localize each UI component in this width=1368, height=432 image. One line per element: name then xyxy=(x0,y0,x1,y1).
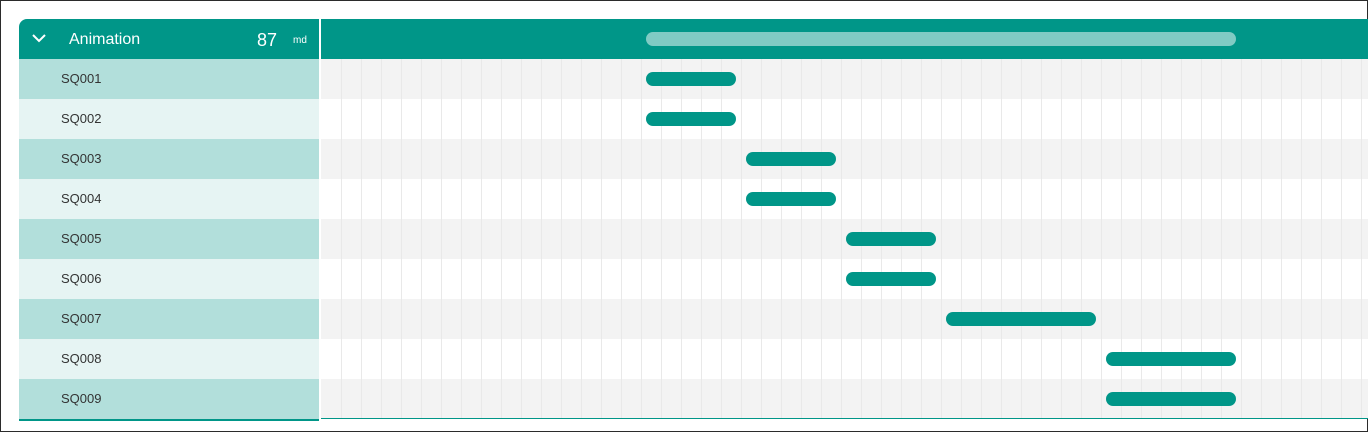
task-row-sq009[interactable]: SQ009 xyxy=(19,379,319,419)
timeline-row xyxy=(321,259,1368,299)
timeline-row xyxy=(321,139,1368,179)
grid-line xyxy=(361,59,362,419)
grid-line xyxy=(481,59,482,419)
task-row-sq001[interactable]: SQ001 xyxy=(19,59,319,99)
timeline-row xyxy=(321,219,1368,259)
grid-line xyxy=(1141,59,1142,419)
grid-line xyxy=(461,59,462,419)
grid-line xyxy=(741,59,742,419)
grid-line xyxy=(641,59,642,419)
task-row-sq003[interactable]: SQ003 xyxy=(19,139,319,179)
task-bar-sq002[interactable] xyxy=(646,112,736,126)
task-label: SQ002 xyxy=(61,111,102,126)
grid-line xyxy=(581,59,582,419)
grid-line xyxy=(401,59,402,419)
grid-line xyxy=(961,59,962,419)
grid-line xyxy=(1181,59,1182,419)
grid-line xyxy=(941,59,942,419)
timeline-row xyxy=(321,99,1368,139)
task-row-sq007[interactable]: SQ007 xyxy=(19,299,319,339)
chevron-down-icon[interactable] xyxy=(31,30,47,46)
task-label: SQ007 xyxy=(61,311,102,326)
grid-line xyxy=(521,59,522,419)
grid-line xyxy=(761,59,762,419)
grid-line xyxy=(1061,59,1062,419)
task-bar-sq009[interactable] xyxy=(1106,392,1236,406)
grid-line xyxy=(1221,59,1222,419)
timeline-row xyxy=(321,299,1368,339)
grid-line xyxy=(1201,59,1202,419)
grid-line xyxy=(821,59,822,419)
grid-line xyxy=(381,59,382,419)
grid-line xyxy=(1021,59,1022,419)
grid-line xyxy=(501,59,502,419)
grid-line xyxy=(661,59,662,419)
grid-line xyxy=(1261,59,1262,419)
timeline-bottom-border xyxy=(321,418,1368,419)
grid-line xyxy=(801,59,802,419)
grid-line xyxy=(721,59,722,419)
grid-line xyxy=(781,59,782,419)
task-bar-sq004[interactable] xyxy=(746,192,836,206)
group-summary-bar[interactable] xyxy=(646,32,1236,46)
panel-bottom-border xyxy=(19,419,319,421)
task-bar-sq008[interactable] xyxy=(1106,352,1236,366)
grid-line xyxy=(1101,59,1102,419)
grid-line xyxy=(1041,59,1042,419)
grid-line xyxy=(1001,59,1002,419)
timeline-header xyxy=(321,19,1368,59)
grid-line xyxy=(1341,59,1342,419)
grid-line xyxy=(1281,59,1282,419)
task-list: SQ001 SQ002 SQ003 SQ004 SQ005 SQ006 SQ00… xyxy=(19,59,319,419)
task-bar-sq005[interactable] xyxy=(846,232,936,246)
grid-line xyxy=(1121,59,1122,419)
group-total: 87 xyxy=(257,30,278,50)
task-label: SQ003 xyxy=(61,151,102,166)
group-header-animation[interactable]: Animation 87 md xyxy=(19,19,319,59)
grid-line xyxy=(341,59,342,419)
grid-line xyxy=(1081,59,1082,419)
gantt-chart: Animation 87 md SQ001 SQ002 SQ003 SQ004 … xyxy=(19,19,1368,421)
task-label: SQ004 xyxy=(61,191,102,206)
task-row-sq004[interactable]: SQ004 xyxy=(19,179,319,219)
grid-line xyxy=(441,59,442,419)
timeline-row xyxy=(321,179,1368,219)
grid-line xyxy=(1321,59,1322,419)
grid-line xyxy=(841,59,842,419)
grid-line xyxy=(601,59,602,419)
task-bar-sq006[interactable] xyxy=(846,272,936,286)
timeline-panel xyxy=(321,19,1368,421)
timeline-row xyxy=(321,59,1368,99)
group-unit: md xyxy=(293,35,307,46)
grid-line xyxy=(621,59,622,419)
grid-line xyxy=(421,59,422,419)
task-bar-sq001[interactable] xyxy=(646,72,736,86)
task-row-sq005[interactable]: SQ005 xyxy=(19,219,319,259)
task-list-panel: Animation 87 md SQ001 SQ002 SQ003 SQ004 … xyxy=(19,19,319,421)
task-row-sq008[interactable]: SQ008 xyxy=(19,339,319,379)
grid-line xyxy=(1361,59,1362,419)
grid-line xyxy=(981,59,982,419)
grid-line xyxy=(1161,59,1162,419)
task-bar-sq003[interactable] xyxy=(746,152,836,166)
task-row-sq006[interactable]: SQ006 xyxy=(19,259,319,299)
panel-divider[interactable] xyxy=(319,19,321,421)
task-label: SQ009 xyxy=(61,391,102,406)
task-label: SQ006 xyxy=(61,271,102,286)
grid-line xyxy=(1301,59,1302,419)
grid-line xyxy=(541,59,542,419)
task-bar-sq007[interactable] xyxy=(946,312,1096,326)
group-title: Animation xyxy=(69,31,141,48)
grid-line xyxy=(701,59,702,419)
task-label: SQ008 xyxy=(61,351,102,366)
task-row-sq002[interactable]: SQ002 xyxy=(19,99,319,139)
task-label: SQ001 xyxy=(61,71,102,86)
grid-line xyxy=(681,59,682,419)
grid-line xyxy=(1241,59,1242,419)
task-label: SQ005 xyxy=(61,231,102,246)
grid-line xyxy=(561,59,562,419)
